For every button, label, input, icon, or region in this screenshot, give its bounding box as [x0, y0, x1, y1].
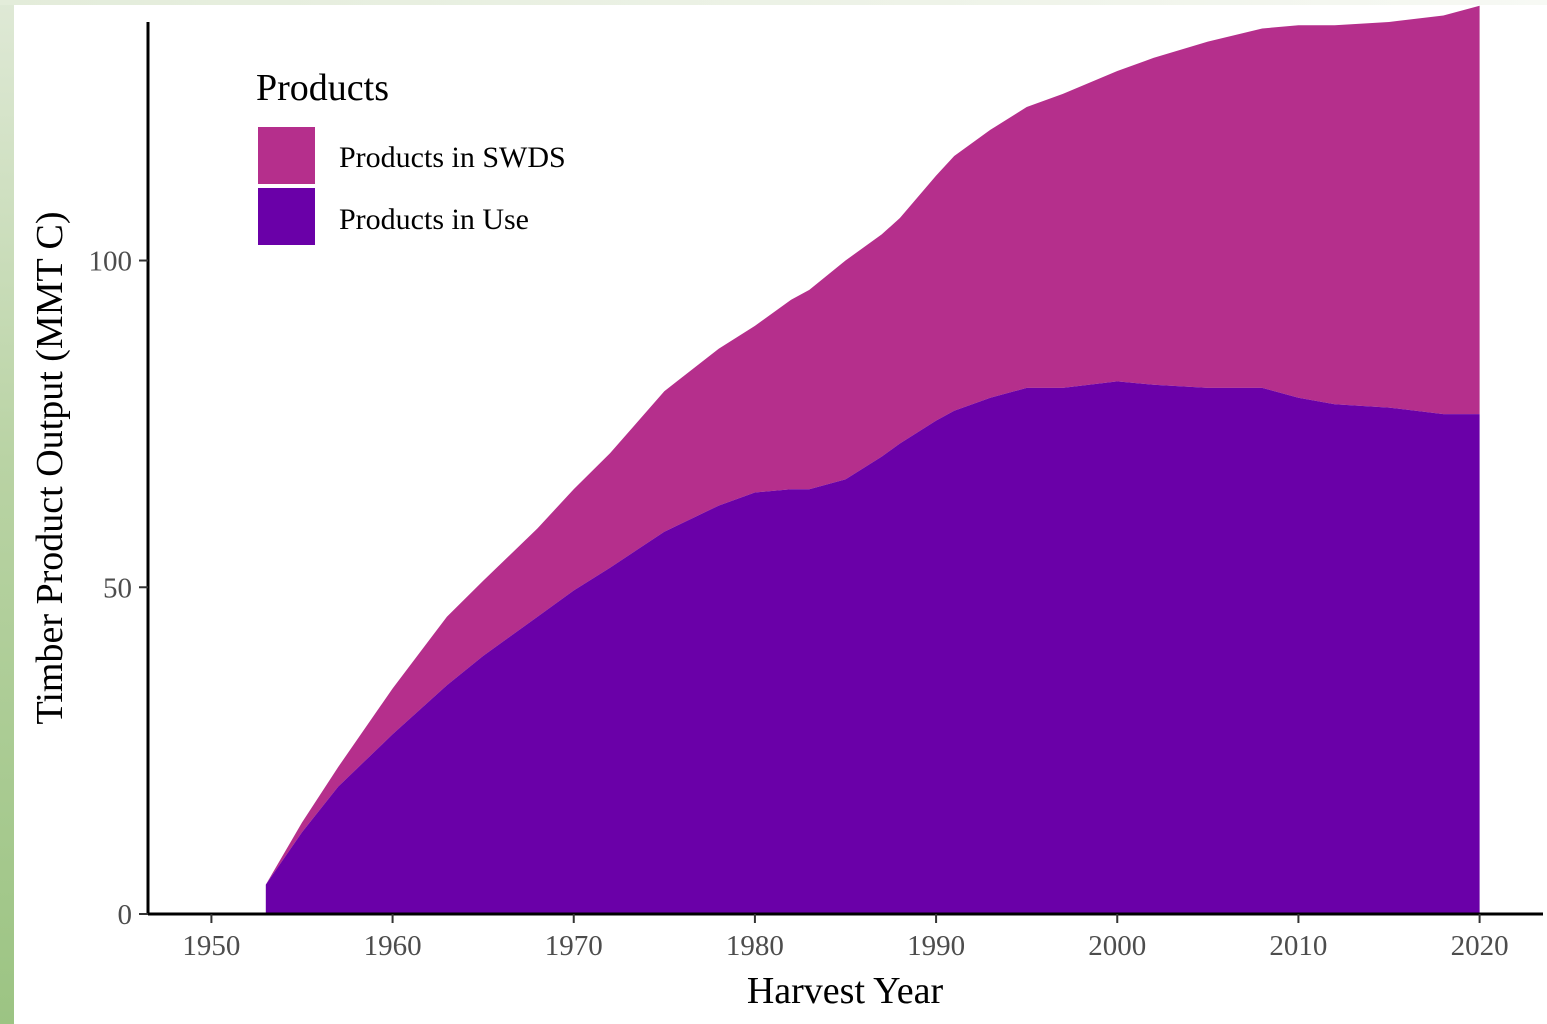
legend-swatch-swds [258, 127, 315, 184]
legend-label-swds: Products in SWDS [339, 141, 566, 174]
y-tick-label: 0 [118, 899, 133, 931]
legend-title: Products [256, 67, 389, 109]
page-edge-decoration [0, 0, 14, 1024]
y-tick-label: 100 [89, 246, 133, 278]
area-products-in-swds [265, 5, 1480, 885]
x-tick-label: 1960 [364, 930, 422, 962]
x-tick-label: 1970 [545, 930, 603, 962]
area-layers [265, 5, 1480, 914]
legend-swatch-use [258, 188, 315, 245]
x-tick-label: 1950 [182, 930, 240, 962]
x-tick-label: 2020 [1451, 930, 1509, 962]
tick-marks-and-labels: 1950 1960 1970 1980 1990 2000 2010 2020 0 50 100 [89, 246, 1509, 962]
x-tick-label: 2000 [1088, 930, 1146, 962]
legend-label-use: Products in Use [339, 203, 529, 236]
axes [146, 22, 1543, 916]
x-tick-label: 1990 [907, 930, 965, 962]
legend: Products Products in SWDS Products in Us… [256, 67, 566, 245]
x-tick-label: 2010 [1269, 930, 1327, 962]
y-tick-label: 50 [103, 572, 132, 604]
x-axis-title: Harvest Year [747, 970, 944, 1012]
area-products-in-use [265, 381, 1480, 914]
page-top-decoration [0, 0, 1547, 5]
x-tick-label: 1980 [726, 930, 784, 962]
y-axis-title: Timber Product Output (MMT C) [29, 211, 71, 724]
